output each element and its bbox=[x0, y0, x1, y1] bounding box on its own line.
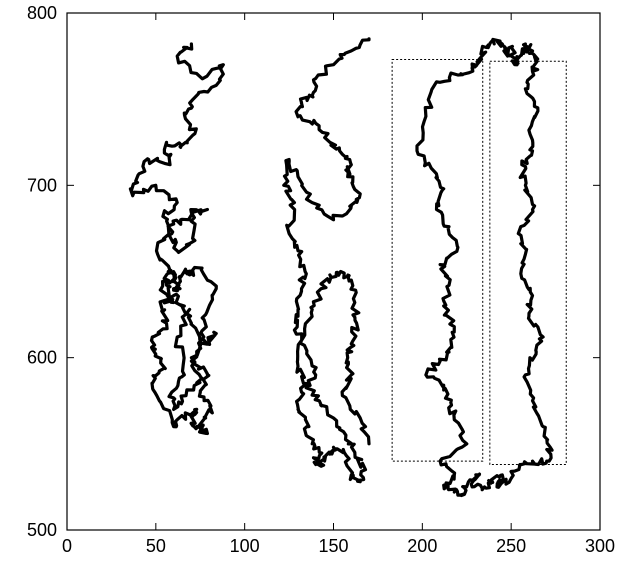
y-tick-label: 600 bbox=[27, 348, 57, 368]
x-tick-label: 250 bbox=[496, 536, 526, 556]
dotted-boxes bbox=[391, 59, 567, 466]
x-tick-label: 150 bbox=[318, 536, 348, 556]
y-tick-label: 800 bbox=[27, 3, 57, 23]
x-tick-label: 0 bbox=[62, 536, 72, 556]
x-tick-labels: 0 50 100 150 200 250 300 bbox=[62, 536, 615, 556]
x-tick-label: 200 bbox=[407, 536, 437, 556]
dotted-box-2 bbox=[489, 60, 567, 466]
x-tick-label: 100 bbox=[230, 536, 260, 556]
y-tick-label: 500 bbox=[27, 520, 57, 540]
x-tick-label: 50 bbox=[146, 536, 166, 556]
x-tick-label: 300 bbox=[585, 536, 615, 556]
y-tick-label: 700 bbox=[27, 175, 57, 195]
traces bbox=[128, 37, 554, 498]
y-tick-labels: 500 600 700 800 bbox=[27, 3, 57, 540]
dotted-box-1 bbox=[391, 59, 484, 462]
axis-ticks bbox=[66, 12, 601, 531]
trace-2 bbox=[282, 37, 371, 484]
trace-3 bbox=[415, 37, 554, 498]
trace-1 bbox=[128, 42, 225, 436]
